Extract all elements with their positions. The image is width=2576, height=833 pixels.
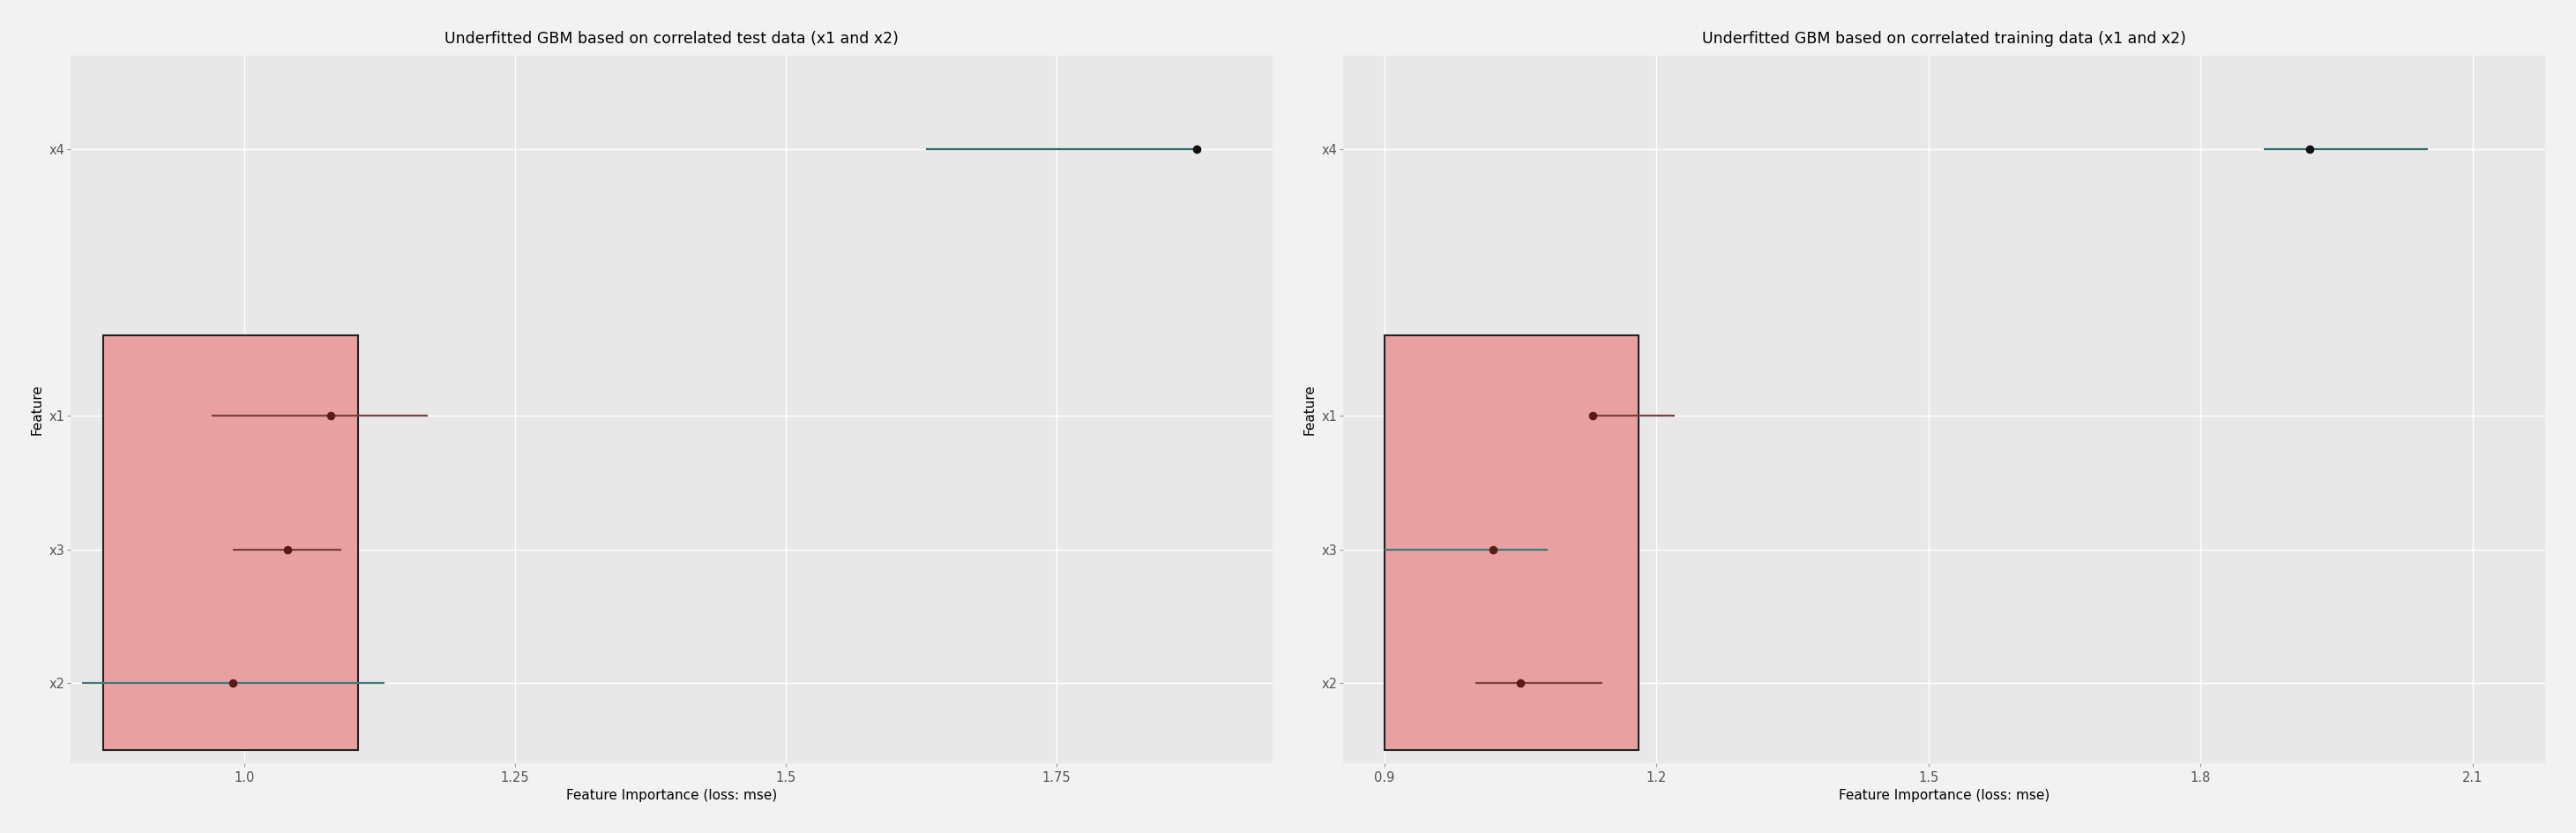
Point [214, 676, 255, 690]
Point [1177, 142, 1218, 156]
X-axis label: Feature Importance (loss: mse): Feature Importance (loss: mse) [1839, 789, 2050, 802]
Y-axis label: Feature: Feature [1303, 384, 1316, 435]
Y-axis label: Feature: Feature [31, 384, 44, 435]
Point [2290, 142, 2331, 156]
Point [1473, 542, 1515, 556]
Point [309, 409, 350, 422]
FancyBboxPatch shape [103, 336, 358, 750]
Point [1499, 676, 1540, 690]
Title: Underfitted GBM based on correlated training data (x1 and x2): Underfitted GBM based on correlated trai… [1703, 31, 2187, 47]
Point [1571, 409, 1613, 422]
Title: Underfitted GBM based on correlated test data (x1 and x2): Underfitted GBM based on correlated test… [446, 31, 899, 47]
Point [268, 542, 309, 556]
FancyBboxPatch shape [1383, 336, 1638, 750]
X-axis label: Feature Importance (loss: mse): Feature Importance (loss: mse) [567, 789, 778, 802]
